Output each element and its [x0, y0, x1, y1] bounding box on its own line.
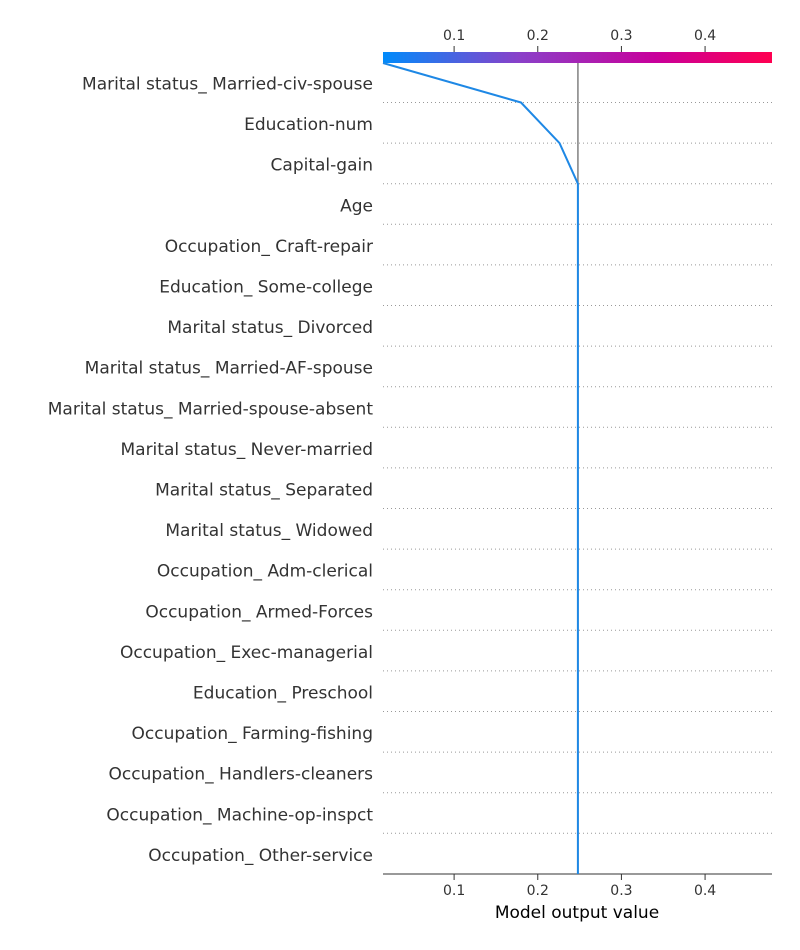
x-axis-title: Model output value [495, 903, 659, 923]
top-tick-label: 0.1 [443, 28, 465, 44]
feature-label: Marital status_ Widowed [165, 521, 373, 541]
feature-label: Marital status_ Married-spouse-absent [48, 399, 374, 419]
feature-label: Marital status_ Married-AF-spouse [85, 359, 373, 379]
feature-label: Education_ Preschool [193, 684, 373, 704]
feature-label: Occupation_ Handlers-cleaners [109, 765, 374, 785]
feature-label: Occupation_ Machine-op-inspct [106, 805, 373, 825]
feature-label: Capital-gain [271, 156, 373, 176]
feature-label: Marital status_ Divorced [167, 318, 373, 338]
feature-label: Occupation_ Craft-repair [165, 237, 373, 257]
bottom-tick-label: 0.3 [610, 883, 632, 899]
bottom-tick-label: 0.4 [694, 883, 716, 899]
top-tick-label: 0.4 [694, 28, 716, 44]
feature-label: Marital status_ Separated [155, 481, 373, 501]
bottom-tick-label: 0.2 [527, 883, 549, 899]
feature-label: Occupation_ Adm-clerical [157, 562, 373, 582]
feature-label: Education-num [244, 115, 373, 135]
feature-label: Marital status_ Never-married [120, 440, 373, 460]
feature-label: Education_ Some-college [159, 278, 373, 298]
feature-label: Age [340, 196, 373, 216]
decision-path-line [382, 62, 579, 874]
colorbar [383, 52, 772, 63]
feature-label: Occupation_ Other-service [148, 846, 373, 866]
top-tick-label: 0.3 [610, 28, 632, 44]
feature-label: Marital status_ Married-civ-spouse [82, 75, 373, 95]
top-tick-label: 0.2 [527, 28, 549, 44]
feature-label: Occupation_ Exec-managerial [120, 643, 373, 663]
feature-label: Occupation_ Armed-Forces [145, 602, 373, 622]
feature-label: Occupation_ Farming-fishing [132, 724, 373, 744]
bottom-tick-label: 0.1 [443, 883, 465, 899]
